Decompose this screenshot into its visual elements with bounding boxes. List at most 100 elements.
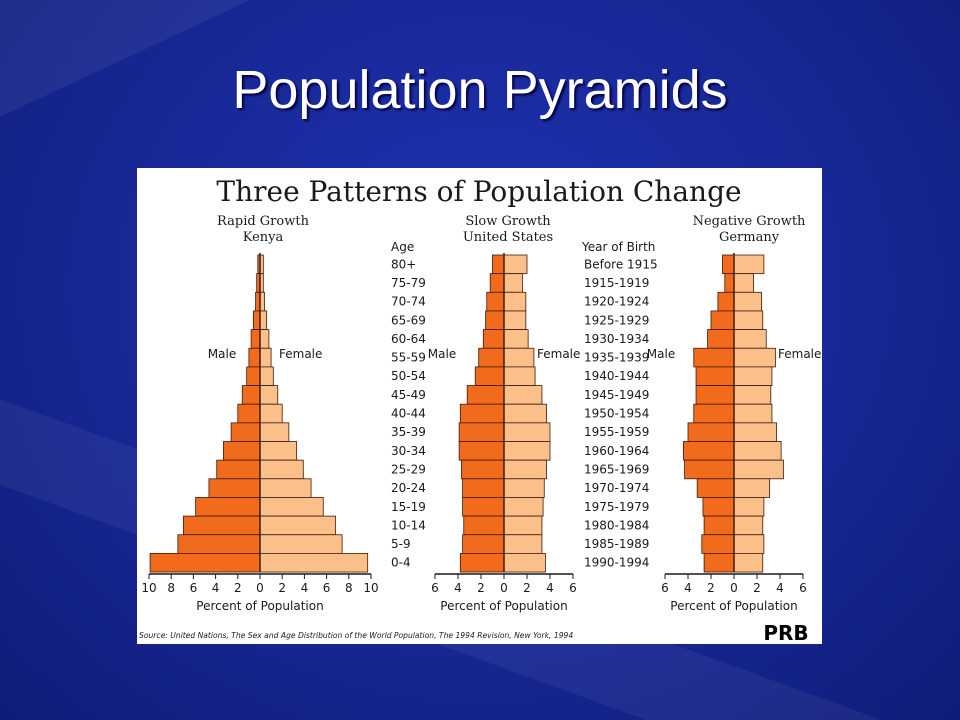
male-bar: [724, 273, 735, 293]
birth-year-label: 1925-1929: [584, 313, 649, 327]
female-bar: [259, 385, 279, 405]
pyramid-country: Kenya: [243, 230, 284, 245]
female-bar: [503, 497, 544, 517]
female-bar: [733, 552, 764, 573]
female-bar: [259, 310, 268, 330]
x-tick-label: 4: [301, 581, 309, 595]
x-tick-label: 4: [454, 581, 462, 595]
male-bar: [695, 385, 735, 405]
x-tick-label: 8: [167, 581, 175, 595]
female-bar: [503, 534, 543, 554]
birth-year-label: 1935-1939: [584, 351, 649, 365]
male-bar: [177, 534, 261, 554]
x-tick-label: 6: [431, 581, 439, 595]
male-bar: [492, 254, 505, 275]
birth-year-header: Year of Birth: [581, 240, 655, 254]
male-bar: [208, 478, 261, 498]
birth-year-label: 1920-1924: [584, 295, 649, 309]
female-bar: [503, 254, 528, 275]
female-bar: [259, 422, 290, 442]
female-bar: [733, 273, 754, 293]
female-bar: [259, 329, 270, 349]
male-bar: [252, 310, 261, 330]
birth-year-label: 1915-1919: [584, 276, 649, 290]
female-bar: [733, 403, 773, 424]
female-bar: [503, 273, 523, 293]
age-group-label: 15-19: [391, 500, 426, 514]
x-tick-label: 0: [500, 581, 508, 595]
x-tick-label: 2: [753, 581, 761, 595]
x-axis-label: Percent of Population: [440, 599, 567, 613]
male-bar: [248, 347, 261, 368]
x-tick-label: 6: [569, 581, 577, 595]
pyramid-country: Germany: [719, 230, 780, 245]
male-bar: [474, 366, 505, 386]
birth-year-label: 1990-1994: [584, 556, 649, 570]
female-label: Female: [537, 347, 580, 361]
male-bar: [241, 385, 261, 405]
female-bar: [503, 366, 536, 386]
female-bar: [259, 515, 336, 536]
female-bar: [503, 329, 529, 349]
x-tick-label: 2: [234, 581, 242, 595]
male-bar: [216, 459, 261, 480]
male-bar: [696, 478, 735, 498]
male-bar: [237, 403, 261, 424]
male-bar: [683, 441, 735, 461]
x-tick-label: 0: [256, 581, 264, 595]
male-bar: [701, 534, 735, 554]
female-bar: [503, 441, 551, 461]
age-group-label: 50-54: [391, 369, 426, 383]
age-group-label: 25-29: [391, 462, 426, 476]
female-bar: [733, 497, 765, 517]
female-bar: [259, 347, 272, 368]
male-bar: [489, 273, 505, 293]
male-bar: [702, 497, 735, 517]
male-bar: [222, 441, 261, 461]
x-tick-label: 6: [190, 581, 198, 595]
x-tick-label: 4: [212, 581, 220, 595]
female-bar: [733, 310, 764, 330]
male-bar: [246, 366, 261, 386]
source-note: Source: United Nations, The Sex and Age …: [139, 631, 573, 640]
male-bar: [461, 459, 505, 480]
birth-year-label: 1975-1979: [584, 500, 649, 514]
birth-year-label: 1950-1954: [584, 407, 649, 421]
female-bar: [733, 347, 776, 368]
male-bar: [462, 534, 505, 554]
birth-year-label: 1980-1984: [584, 518, 649, 532]
female-bar: [259, 497, 324, 517]
age-group-label: 20-24: [391, 481, 426, 495]
male-label: Male: [647, 347, 675, 361]
pyramid-title: Rapid Growth: [217, 214, 310, 229]
age-group-label: 55-59: [391, 351, 426, 365]
birth-year-label: Before 1915: [584, 257, 658, 271]
x-tick-label: 8: [345, 581, 353, 595]
female-bar: [259, 478, 312, 498]
birth-year-label: 1965-1969: [584, 462, 649, 476]
male-bar: [183, 515, 261, 536]
male-bar: [485, 310, 505, 330]
female-bar: [733, 329, 767, 349]
female-bar: [259, 552, 369, 573]
female-bar: [733, 534, 765, 554]
x-tick-label: 2: [477, 581, 485, 595]
male-bar: [149, 552, 261, 573]
female-bar: [503, 552, 546, 573]
male-bar: [710, 310, 735, 330]
male-bar: [486, 291, 505, 312]
male-label: Male: [208, 347, 236, 361]
male-bar: [722, 254, 735, 275]
age-header: Age: [391, 240, 414, 254]
birth-year-label: 1940-1944: [584, 369, 649, 383]
prb-logo: PRB: [763, 621, 808, 644]
age-group-label: 70-74: [391, 295, 426, 309]
pyramid-title: Slow Growth: [465, 214, 551, 229]
age-group-label: 5-9: [391, 537, 411, 551]
birth-year-label: 1930-1934: [584, 332, 649, 346]
birth-year-label: 1985-1989: [584, 537, 649, 551]
pyramids-svg: Three Patterns of Population ChangeAge80…: [139, 175, 821, 644]
male-bar: [466, 385, 505, 405]
male-bar: [463, 515, 505, 536]
male-bar: [687, 422, 735, 442]
